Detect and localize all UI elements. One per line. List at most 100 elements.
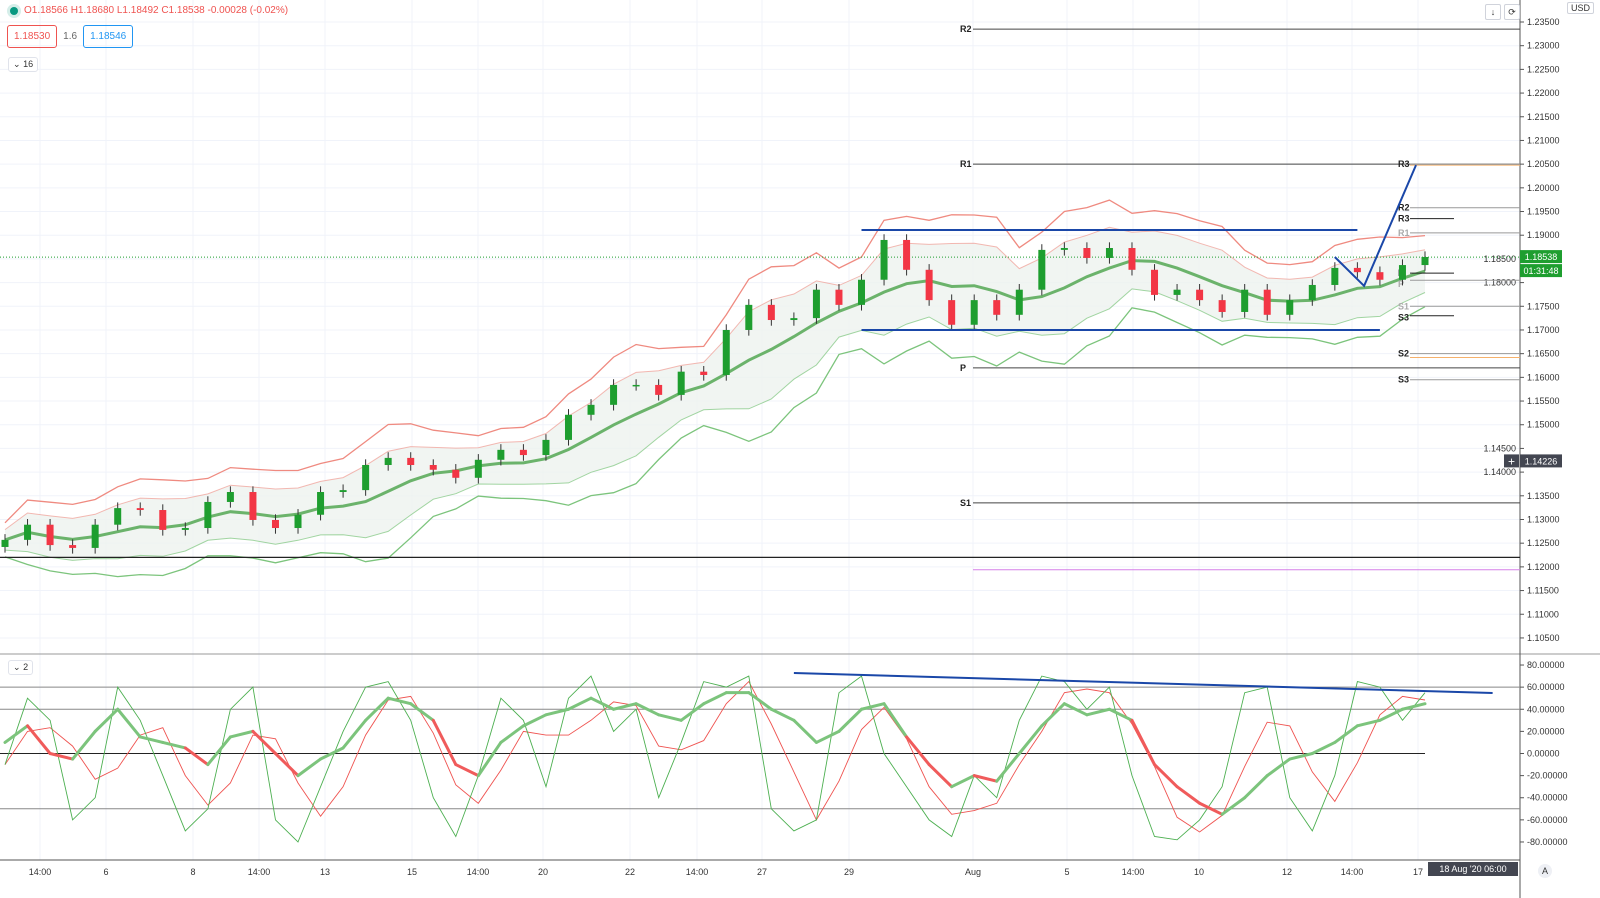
arrow-down-icon[interactable]: ↓ bbox=[1485, 4, 1501, 20]
osc-slow-line-segment bbox=[972, 774, 999, 783]
osc-slow-line-segment bbox=[905, 735, 931, 767]
osc-slow-line-segment bbox=[251, 729, 277, 755]
bearish-candle bbox=[1128, 248, 1136, 270]
bullish-candle bbox=[362, 465, 370, 491]
crosshair-time-badge-bg bbox=[1428, 862, 1518, 876]
bullish-candle bbox=[1105, 248, 1113, 258]
bullish-candle bbox=[1173, 289, 1181, 295]
osc-slow-line-segment bbox=[950, 774, 976, 789]
osc-slow-line-segment bbox=[769, 707, 796, 722]
osc-slow-line-segment bbox=[1062, 702, 1089, 717]
osc-slow-line-segment bbox=[792, 718, 818, 744]
bullish-candle bbox=[1241, 289, 1249, 312]
bearish-candle bbox=[519, 449, 527, 456]
current-price-badge: 1.18538 bbox=[1525, 252, 1558, 262]
bullish-candle bbox=[745, 304, 753, 330]
time-tick-label: 14:00 bbox=[1122, 867, 1145, 877]
crosshair-icon: + bbox=[1508, 454, 1515, 468]
bearish-candle bbox=[271, 519, 279, 529]
price-tick-label: 1.13500 bbox=[1527, 491, 1560, 501]
refresh-icon[interactable]: ⟳ bbox=[1504, 4, 1520, 20]
price-tick-label: 1.21000 bbox=[1527, 135, 1560, 145]
bullish-candle bbox=[1398, 265, 1406, 280]
osc-slow-line-segment bbox=[544, 707, 570, 717]
price-tick-label: 1.15000 bbox=[1527, 420, 1560, 430]
time-tick-label: 22 bbox=[625, 867, 635, 877]
price-tick-label: 1.13000 bbox=[1527, 514, 1560, 524]
pivot-label: R2 bbox=[1398, 203, 1410, 213]
oscillator-collapse-button[interactable]: ⌄ 2 bbox=[8, 660, 34, 675]
osc-trendline bbox=[793, 671, 1493, 695]
osc-slow-line-segment bbox=[1017, 724, 1044, 755]
price-tick-label: 1.20000 bbox=[1527, 183, 1560, 193]
time-tick-label: 29 bbox=[844, 867, 854, 877]
time-tick-label: Aug bbox=[965, 867, 981, 877]
price-tick-label: 1.17500 bbox=[1527, 301, 1560, 311]
crosshair-price-badge: 1.14226 bbox=[1525, 456, 1558, 466]
osc-slow-line-segment bbox=[1085, 707, 1111, 717]
price-tick-label: 1.16500 bbox=[1527, 349, 1560, 359]
bearish-candle bbox=[655, 384, 663, 395]
osc-slow-line-segment bbox=[882, 702, 909, 739]
countdown-badge: 01:31:48 bbox=[1523, 266, 1558, 276]
osc-slow-line-segment bbox=[657, 713, 683, 722]
inner-lower-band-line bbox=[4, 288, 1426, 561]
time-tick-label: 13 bbox=[320, 867, 330, 877]
osc-tick-label: -80.00000 bbox=[1527, 837, 1568, 847]
osc-tick-label: -60.00000 bbox=[1527, 815, 1568, 825]
bearish-candle bbox=[249, 492, 257, 520]
bullish-candle bbox=[1060, 248, 1068, 250]
bearish-candle bbox=[1151, 269, 1159, 295]
osc-tick-label: -40.00000 bbox=[1527, 793, 1568, 803]
osc-tick-label: 40.00000 bbox=[1527, 704, 1565, 714]
indicators-collapse-button[interactable]: ⌄ 16 bbox=[8, 57, 39, 72]
bullish-candle bbox=[812, 289, 820, 319]
osc-tick-label: 80.00000 bbox=[1527, 660, 1565, 670]
price-tick-label: 1.17000 bbox=[1527, 325, 1560, 335]
bullish-candle bbox=[114, 508, 122, 525]
osc-slow-line-segment bbox=[1310, 740, 1337, 755]
bearish-candle bbox=[1353, 267, 1361, 273]
price-tick-label: 1.18000 bbox=[1483, 278, 1516, 288]
bullish-candle bbox=[497, 449, 505, 460]
osc-slow-line-segment bbox=[48, 752, 75, 761]
chart-controls: ↓ ⟳ bbox=[1485, 4, 1520, 20]
bearish-candle bbox=[700, 371, 708, 375]
time-tick-label: 8 bbox=[190, 867, 195, 877]
price-tick-label: 1.11500 bbox=[1527, 586, 1559, 596]
bullish-candle bbox=[91, 524, 99, 548]
osc-tick-label: 60.00000 bbox=[1527, 682, 1565, 692]
time-tick-label: 14:00 bbox=[248, 867, 271, 877]
bullish-candle bbox=[24, 524, 32, 540]
osc-slow-line-segment bbox=[228, 729, 255, 739]
price-tick-label: 1.23000 bbox=[1527, 41, 1560, 51]
pivot-label: P bbox=[1398, 279, 1404, 289]
osc-tick-label: 0.00000 bbox=[1527, 749, 1560, 759]
osc-slow-line-segment bbox=[1288, 752, 1314, 761]
currency-label[interactable]: USD bbox=[1566, 2, 1594, 14]
buy-button[interactable]: 1.18546 bbox=[83, 25, 134, 48]
osc-fast-line bbox=[4, 675, 1426, 843]
osc-slow-line-segment bbox=[26, 724, 52, 755]
osc-slow-line-segment bbox=[747, 691, 773, 711]
osc-slow-line-segment bbox=[454, 763, 480, 778]
sell-button[interactable]: 1.18530 bbox=[7, 25, 58, 48]
osc-slow-line-segment bbox=[206, 735, 232, 767]
quote-panel: 1.18530 1.6 1.18546 bbox=[7, 25, 134, 48]
trendline bbox=[1334, 164, 1417, 288]
market-status-icon bbox=[10, 6, 18, 15]
osc-slow-line-segment bbox=[116, 707, 142, 739]
crosshair-icon-bg bbox=[1504, 454, 1519, 468]
osc-slow-line-segment bbox=[71, 729, 97, 761]
bullish-candle bbox=[204, 501, 212, 529]
osc-tick-label: -20.00000 bbox=[1527, 771, 1568, 781]
spread-value: 1.6 bbox=[63, 31, 78, 42]
time-tick-label: 27 bbox=[757, 867, 767, 877]
price-tick-label: 1.18500 bbox=[1483, 254, 1516, 264]
bearish-candle bbox=[1218, 300, 1226, 312]
bearish-candle bbox=[1083, 248, 1091, 258]
chevron-down-icon: ⌄ bbox=[13, 662, 21, 672]
osc-slow-line-segment bbox=[1198, 801, 1224, 816]
pivot-label: R3 bbox=[1398, 159, 1410, 169]
